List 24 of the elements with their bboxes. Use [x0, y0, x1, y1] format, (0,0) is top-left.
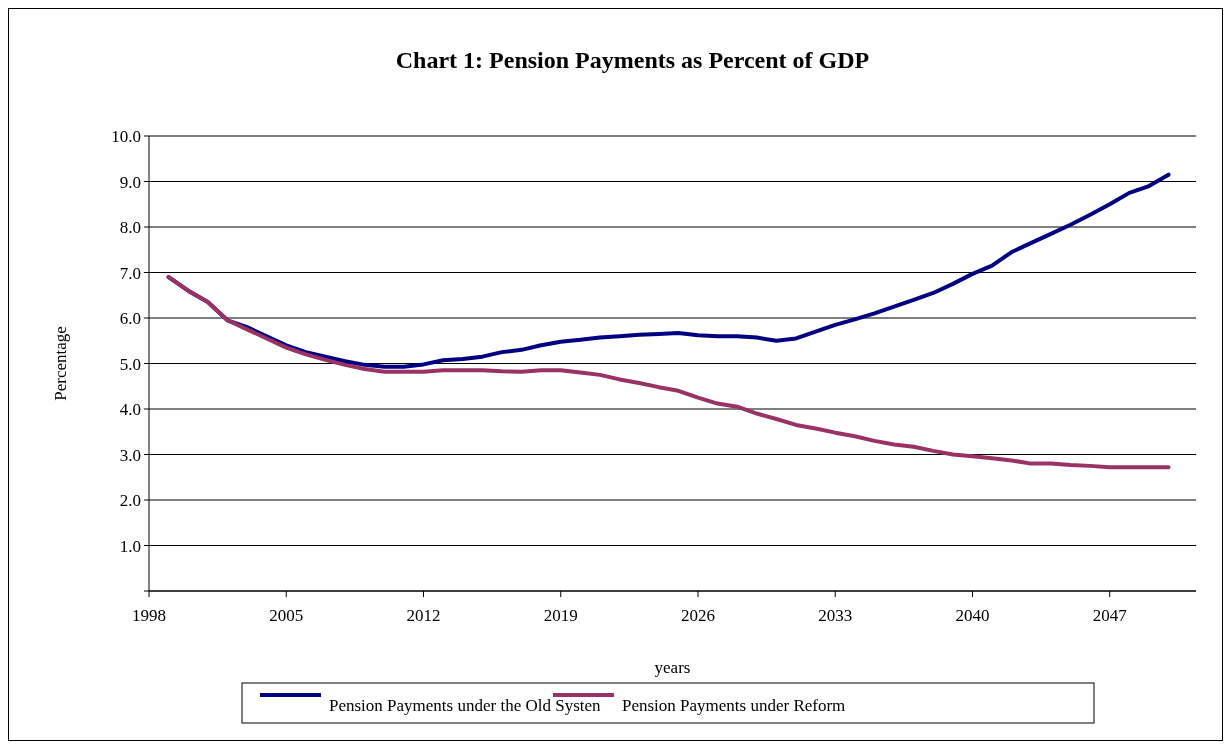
y-tick-label: 1.0 [119, 536, 141, 556]
legend-label: Pension Payments under the Old Systen [329, 696, 602, 715]
y-tick-label: 5.0 [119, 354, 141, 374]
line-series [166, 275, 1171, 470]
y-tick-label: 6.0 [119, 309, 141, 328]
y-tick-label: 4.0 [119, 400, 141, 419]
y-tick-label: 10.0 [111, 127, 141, 146]
legend-label: Pension Payments under Reform [622, 696, 846, 715]
y-axis-title: Percentage [51, 326, 70, 401]
x-tick-label: 2019 [543, 606, 578, 625]
x-axis-title: years [654, 658, 691, 677]
y-tick-label: 9.0 [119, 172, 141, 192]
x-tick-label: 2047 [1092, 606, 1128, 625]
y-tick-label: 2.0 [119, 491, 141, 510]
x-tick-label: 2005 [269, 606, 304, 625]
y-tick-label: 3.0 [119, 445, 141, 465]
x-tick-label: 1998 [132, 606, 166, 625]
y-tick-label: 7.0 [119, 263, 141, 283]
x-tick-label: 2040 [955, 606, 990, 625]
x-tick-label: 2033 [818, 606, 853, 625]
x-tick-label: 2012 [406, 606, 441, 625]
chart-title: Chart 1: Pension Payments as Percent of GDP [395, 47, 870, 73]
x-tick-label: 2026 [680, 606, 715, 625]
y-tick-label: 8.0 [119, 218, 141, 237]
